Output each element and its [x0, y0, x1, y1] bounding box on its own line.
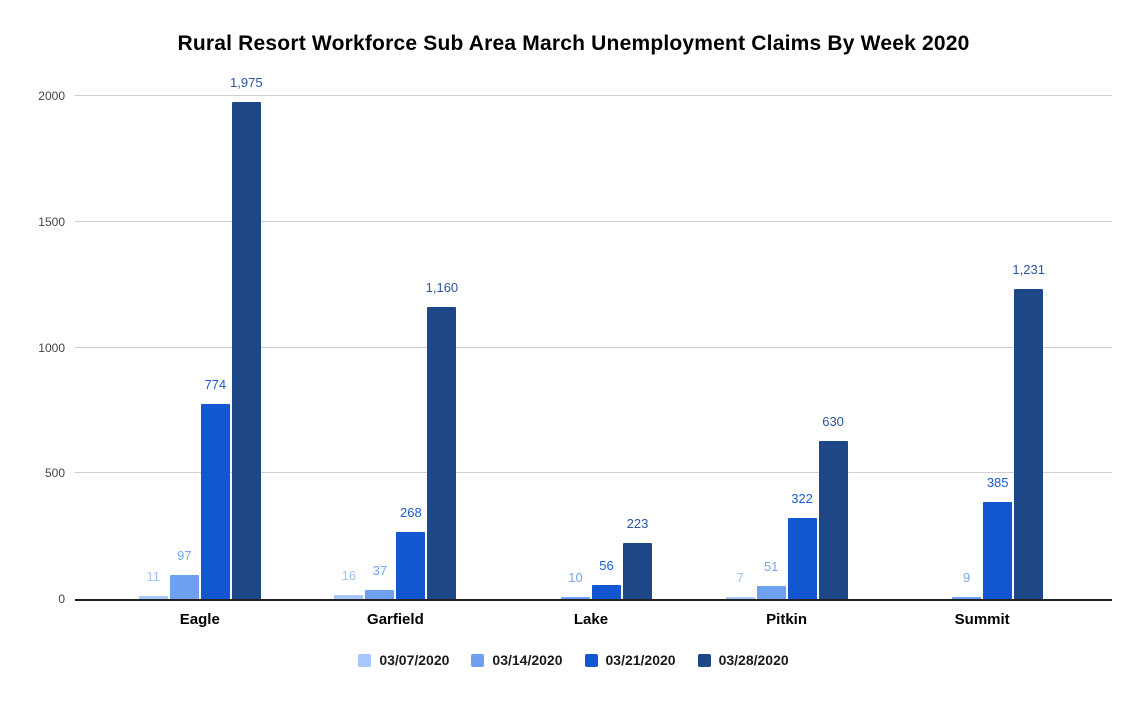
- y-tick-label: 0: [58, 592, 65, 606]
- bar-slot: 1,231: [1012, 96, 1045, 599]
- bar: [591, 584, 621, 599]
- bar-slot: 1,975: [230, 75, 263, 599]
- bar: [560, 596, 590, 599]
- bar-value-label: 51: [763, 559, 779, 575]
- gridline: [75, 220, 1112, 222]
- bar-slot: 630: [818, 96, 848, 599]
- y-tick-label: 500: [44, 466, 65, 481]
- bar: [756, 586, 786, 599]
- bar-value-label: 10: [568, 569, 583, 585]
- bar-slot: 9: [952, 96, 982, 599]
- bar-value-label: 385: [986, 475, 1009, 491]
- bar-slot: 7: [725, 96, 755, 599]
- bar-slot: 10: [560, 96, 590, 599]
- bar: [427, 307, 457, 599]
- bar-value-label: 1,975: [230, 75, 263, 91]
- bar-slot: 774: [200, 96, 230, 599]
- plot-area: 0 500 1000 1500 2000 11 97 774 1,975 Eagle 16 37 26…: [38, 75, 1112, 628]
- category-label: Lake: [573, 611, 609, 628]
- bar-slot: [921, 96, 950, 599]
- legend-label: 03/14/2020: [492, 652, 563, 668]
- bar-slot: 223: [622, 96, 652, 599]
- bar: [334, 594, 364, 599]
- legend-item: 03/14/2020: [471, 652, 563, 668]
- legend-swatch-icon: [358, 653, 372, 667]
- bar: [365, 589, 395, 599]
- bar: [725, 597, 755, 599]
- gridline: [75, 346, 1112, 348]
- bar-value-label: 37: [372, 562, 388, 578]
- legend-item: 03/28/2020: [697, 652, 789, 668]
- legend-label: 03/28/2020: [718, 652, 789, 668]
- bar-group: 16 37 268 1,160 Garfield: [298, 96, 494, 628]
- bar-value-label: 9: [963, 569, 971, 585]
- legend-swatch-icon: [584, 653, 598, 667]
- bar: [169, 574, 199, 599]
- bar: [983, 502, 1013, 599]
- bar-slot: 56: [591, 96, 621, 599]
- y-tick-label: 2000: [38, 89, 65, 103]
- legend-item: 03/21/2020: [584, 652, 676, 668]
- bar: [818, 440, 848, 599]
- bar-value-label: 1,231: [1012, 262, 1045, 278]
- y-tick-label: 1000: [38, 340, 65, 355]
- bar-value-label: 774: [204, 377, 227, 393]
- bar-slot: 97: [169, 96, 199, 599]
- chart-title: Rural Resort Workforce Sub Area March Un…: [177, 32, 970, 55]
- bar-group: 7 51 322 630 Pitkin: [689, 96, 885, 628]
- bar-group: 11 97 774 1,975 Eagle: [102, 75, 298, 628]
- bar-slot: 16: [334, 96, 364, 599]
- legend-swatch-icon: [471, 653, 485, 667]
- bar: [787, 518, 817, 599]
- bar-slot: 385: [983, 96, 1013, 599]
- legend-item: 03/07/2020: [358, 652, 449, 668]
- legend-swatch-icon: [697, 653, 711, 667]
- legend-label: 03/21/2020: [605, 652, 676, 668]
- bar-value-label: 630: [822, 413, 844, 429]
- bar-value-label: 322: [791, 491, 813, 507]
- bar-value-label: 16: [341, 567, 357, 583]
- legend: 03/07/2020 03/14/2020 03/21/2020 03/28/2020: [0, 652, 1147, 668]
- bar-slot: [530, 96, 559, 599]
- bar-value-label: 7: [736, 570, 744, 586]
- bar: [622, 542, 652, 599]
- bar-value-label: 11: [146, 569, 161, 585]
- bar-value-label: 97: [177, 547, 192, 563]
- bar-value-label: 223: [626, 515, 649, 531]
- bar: [396, 531, 426, 599]
- category-label: Garfield: [367, 611, 424, 628]
- bar-groups: 11 97 774 1,975 Eagle 16 37 268 1,160 Garfield 10 5…: [75, 75, 1112, 628]
- bar-value-label: 56: [599, 557, 614, 573]
- bar-value-label: 1,160: [425, 280, 459, 296]
- bar: [952, 596, 982, 599]
- bar-slot: 1,160: [425, 96, 459, 599]
- bar-slot: 37: [365, 96, 395, 599]
- bar-slot: 322: [787, 96, 817, 599]
- category-label: Eagle: [179, 611, 220, 628]
- bar: [231, 102, 261, 599]
- bar-group: 10 56 223 Lake: [493, 96, 689, 628]
- bar-slot: 51: [756, 96, 786, 599]
- legend-label: 03/07/2020: [379, 652, 450, 668]
- bar: [1014, 289, 1044, 599]
- bar-value-label: 268: [400, 504, 422, 520]
- category-label: Pitkin: [766, 611, 807, 628]
- y-tick-label: 1500: [38, 214, 65, 229]
- bar-slot: 11: [138, 96, 168, 599]
- gridline: [75, 95, 1112, 96]
- bar: [138, 596, 168, 599]
- bar: [200, 404, 230, 599]
- bar-group: 9 385 1,231 Summit: [884, 96, 1080, 628]
- gridline: [75, 472, 1112, 474]
- bar-slot: 268: [396, 96, 426, 599]
- category-label: Summit: [954, 611, 1010, 628]
